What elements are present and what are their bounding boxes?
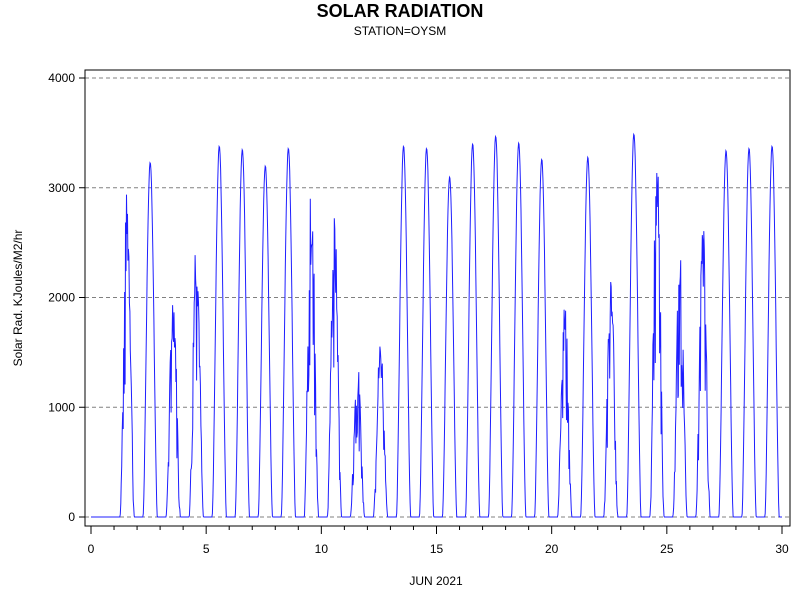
x-tick-label: 30 (775, 542, 789, 556)
chart-title: SOLAR RADIATION (317, 1, 484, 21)
y-tick-label: 2000 (48, 291, 75, 305)
x-tick-label: 15 (430, 542, 444, 556)
data-series (91, 132, 782, 518)
y-axis-label: Solar Rad. KJoules/M2/hr (11, 230, 25, 367)
y-tick-label: 4000 (48, 71, 75, 85)
chart-subtitle: STATION=OYSM (354, 24, 447, 38)
y-tick-label: 3000 (48, 181, 75, 195)
y-axis: 0 1000 2000 3000 4000 (48, 71, 85, 524)
y-tick-label: 1000 (48, 400, 75, 414)
x-tick-label: 20 (545, 542, 559, 556)
x-tick-label: 25 (660, 542, 674, 556)
x-tick-label: 5 (203, 542, 210, 556)
series-line-solar-rad (91, 132, 782, 518)
x-axis-label: JUN 2021 (409, 574, 463, 588)
x-tick-label: 0 (88, 542, 95, 556)
gridlines (85, 77, 790, 518)
y-tick-label: 0 (68, 510, 75, 524)
x-tick-label: 10 (315, 542, 329, 556)
x-axis: 0 5 10 15 20 25 30 (88, 526, 789, 556)
